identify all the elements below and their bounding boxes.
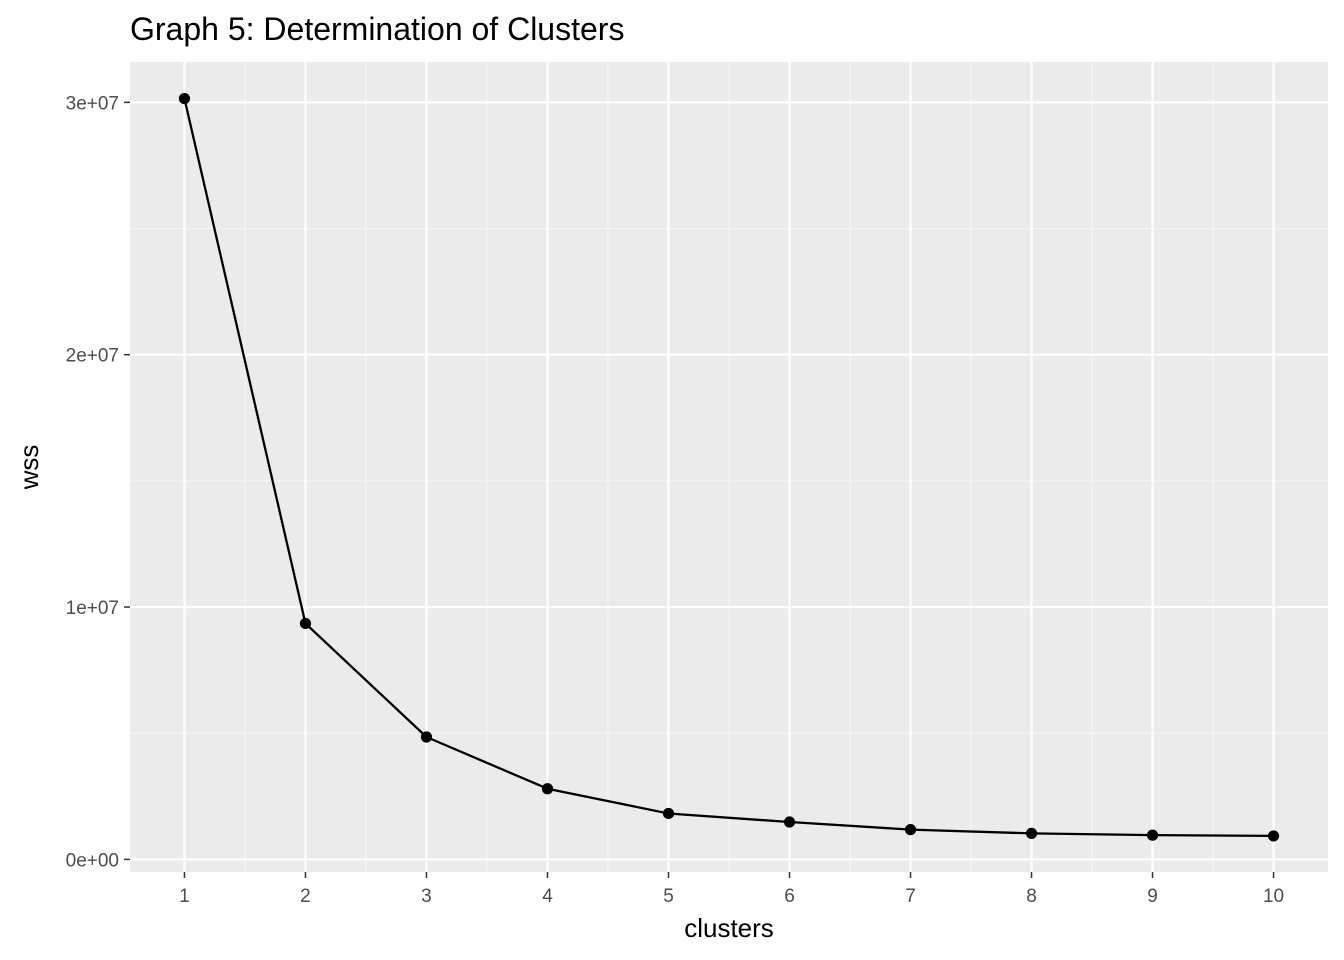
x-axis-title: clusters — [684, 913, 774, 943]
data-point — [662, 807, 675, 820]
x-tick-label: 10 — [1263, 886, 1284, 907]
series-line — [183, 98, 1274, 838]
y-tick-label: 2e+07 — [66, 346, 119, 367]
major-gridlines — [130, 62, 1328, 872]
data-point — [420, 731, 433, 743]
y-tick-label: 3e+07 — [66, 93, 119, 114]
x-tick-label: 8 — [1026, 886, 1037, 907]
x-tick-label: 9 — [1147, 886, 1158, 907]
y-axis-title: wss — [14, 445, 44, 491]
x-tick-label: 1 — [179, 886, 190, 907]
series-layer — [178, 92, 1280, 842]
data-point — [904, 824, 917, 836]
x-tick-label: 2 — [300, 886, 311, 907]
y-tick-label: 0e+00 — [66, 850, 119, 871]
data-point — [1267, 830, 1280, 842]
data-point — [1146, 829, 1159, 841]
minor-gridlines — [130, 62, 1328, 872]
data-point — [178, 92, 191, 105]
x-tick-label: 3 — [421, 886, 432, 907]
data-point — [299, 617, 312, 630]
data-point — [541, 783, 554, 795]
axes: 1 2 3 4 5 6 7 8 9 10 0e+00 1e+07 2e+07 3e+07 — [66, 93, 1284, 907]
y-tick-label: 1e+07 — [66, 598, 119, 619]
x-tick-label: 5 — [663, 886, 674, 907]
data-point — [783, 816, 796, 828]
chart-title: Graph 5: Determination of Clusters — [130, 11, 624, 47]
x-tick-label: 6 — [784, 886, 795, 907]
data-point — [1025, 827, 1038, 839]
x-tick-label: 7 — [905, 886, 916, 907]
x-tick-label: 4 — [542, 886, 553, 907]
